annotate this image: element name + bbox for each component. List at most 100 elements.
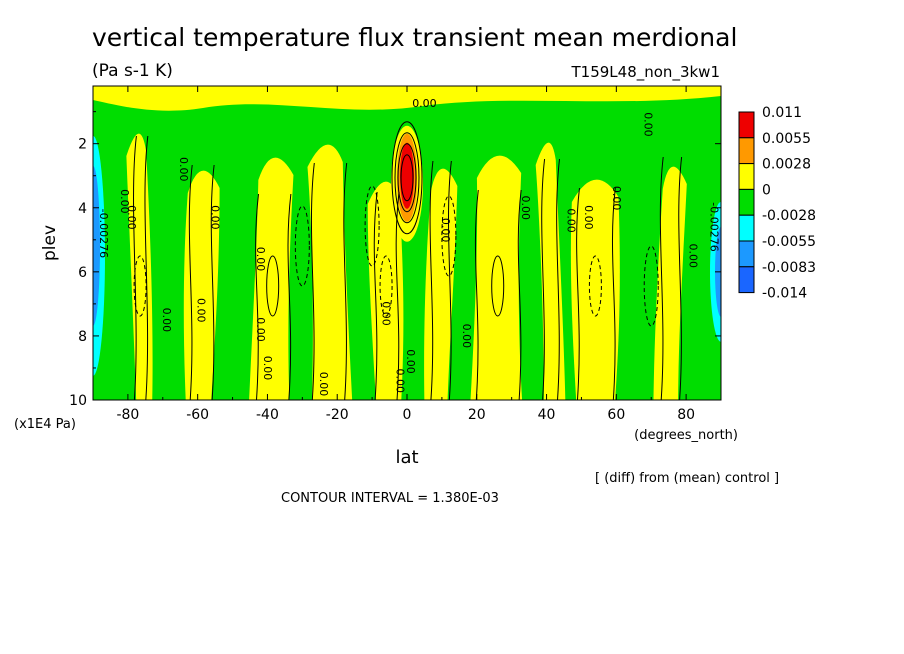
x-axis-units: (degrees_north) (634, 428, 738, 443)
y-axis-label: plev (40, 225, 60, 261)
y-tick-label: 10 (69, 393, 87, 409)
zero-contour (678, 156, 683, 400)
inner-contour (266, 255, 280, 317)
zero-contour (576, 187, 580, 400)
colorbar-swatch (738, 240, 755, 268)
x-tick-label: -20 (326, 407, 349, 423)
positive-band (570, 179, 620, 400)
zero-contour (659, 156, 664, 400)
contour-value-label: 0.00 (582, 205, 595, 230)
colorbar-level-label: 0.011 (762, 105, 802, 121)
y-tick-label: 4 (78, 201, 87, 217)
colorbar-swatch (738, 111, 755, 139)
zero-contour (287, 193, 292, 400)
contour-value-label: 0.00 (380, 301, 393, 326)
x-tick-label: -40 (256, 407, 279, 423)
contour-value-label: -0.00276 (97, 209, 110, 258)
x-axis: -80 -60 -40 -20 0 20 40 60 80 (92, 86, 722, 423)
zero-contour (310, 162, 315, 400)
y-tick-label: 8 (78, 329, 87, 345)
contour-value-label: -0.00276 (708, 202, 721, 251)
contour-value-label: 0.00 (564, 208, 577, 233)
colorbar-level-label: -0.0055 (762, 234, 816, 250)
colorbar-level-label: -0.014 (762, 286, 807, 302)
contour-value-label: 0.00 (209, 205, 222, 230)
zero-contour (541, 158, 546, 400)
core-contour (400, 154, 414, 202)
negative-contour (364, 185, 380, 267)
plot-area: 0.000.000.000.000.000.000.000.000.000.00… (93, 86, 721, 400)
colorbar: 0.011 0.0055 0.0028 0 -0.0028 -0.0055 -0.0083 -… (738, 105, 816, 302)
inner-contour (133, 255, 147, 317)
x-tick-label: 40 (538, 407, 556, 423)
zero-contour (188, 164, 193, 400)
colorbar-swatch (738, 163, 755, 190)
zero-contour (373, 191, 378, 400)
x-tick-label: 0 (403, 407, 412, 423)
positive-band (249, 157, 294, 400)
y-axis-units: (x1E4 Pa) (14, 417, 76, 432)
zero-contour (429, 160, 434, 400)
contour-value-label: 0.00 (195, 298, 208, 323)
contour-value-label: 0.00 (394, 369, 407, 394)
inner-contour (491, 255, 505, 317)
upper-positive-strip (93, 86, 721, 111)
core-contour (397, 143, 417, 213)
zero-contour (210, 164, 215, 400)
south-blue-edge (93, 165, 100, 326)
colorbar-level-label: -0.0028 (762, 208, 816, 224)
y-tick-label: 2 (78, 137, 87, 153)
contour-value-label: 0.00 (317, 372, 330, 397)
contour-value-label: 0.00 (261, 356, 274, 381)
y-tick-label: 6 (78, 265, 87, 281)
x-tick-label: -60 (186, 407, 209, 423)
colorbar-swatch (738, 137, 755, 165)
negative-contour (643, 245, 659, 327)
contour-value-label: 0.00 (254, 247, 267, 272)
colorbar-level-label: -0.0083 (762, 260, 816, 276)
colorbar-swatch (738, 266, 755, 294)
contour-value-label: 0.00 (118, 189, 131, 214)
negative-contour (441, 195, 457, 277)
zero-contour (474, 189, 479, 400)
zero-contour (144, 135, 149, 400)
zero-contour (448, 160, 452, 400)
colorbar-level-label: 0 (762, 182, 771, 198)
chart-title: vertical temperature flux transient mean… (92, 23, 737, 52)
zero-contour (556, 158, 561, 400)
zero-contour (517, 189, 522, 400)
positive-band (470, 155, 523, 400)
contour-value-label: 0.00 (125, 205, 138, 230)
colorbar-level-label: 0.0028 (762, 157, 811, 173)
core-red (400, 142, 414, 209)
contour-value-label: 0.00 (254, 317, 267, 342)
contour-interval: CONTOUR INTERVAL = 1.380E-03 (281, 491, 499, 506)
contour-value-label: 0.00 (177, 157, 190, 182)
x-tick-label: -80 (116, 407, 139, 423)
x-axis-label: lat (395, 447, 418, 468)
x-tick-label: 80 (677, 407, 695, 423)
inner-contour (588, 255, 602, 317)
colorbar-level-label: 0.0055 (762, 131, 811, 147)
contour-value-label: 0.00 (610, 186, 623, 211)
core-contour (391, 121, 423, 235)
contour-value-label: 0.00 (404, 349, 417, 374)
zero-contour (343, 162, 348, 400)
colorbar-swatch (738, 188, 755, 216)
zero-contour (395, 191, 400, 400)
positive-band (535, 142, 566, 400)
contour-value-label: 0.00 (160, 308, 173, 333)
colorbar-swatch (738, 214, 755, 242)
contour-value-label: 0.00 (641, 112, 654, 136)
positive-band (183, 170, 220, 400)
positive-band (126, 133, 153, 400)
zero-contour (611, 187, 616, 400)
units-label: (Pa s-1 K) (92, 61, 173, 81)
contour-value-label: 0.00 (439, 218, 452, 243)
x-tick-label: 60 (607, 407, 625, 423)
y-axis: 2 4 6 8 10 (69, 111, 721, 409)
positive-band (307, 144, 353, 400)
zero-contour (255, 193, 259, 400)
zero-contour (133, 135, 137, 400)
